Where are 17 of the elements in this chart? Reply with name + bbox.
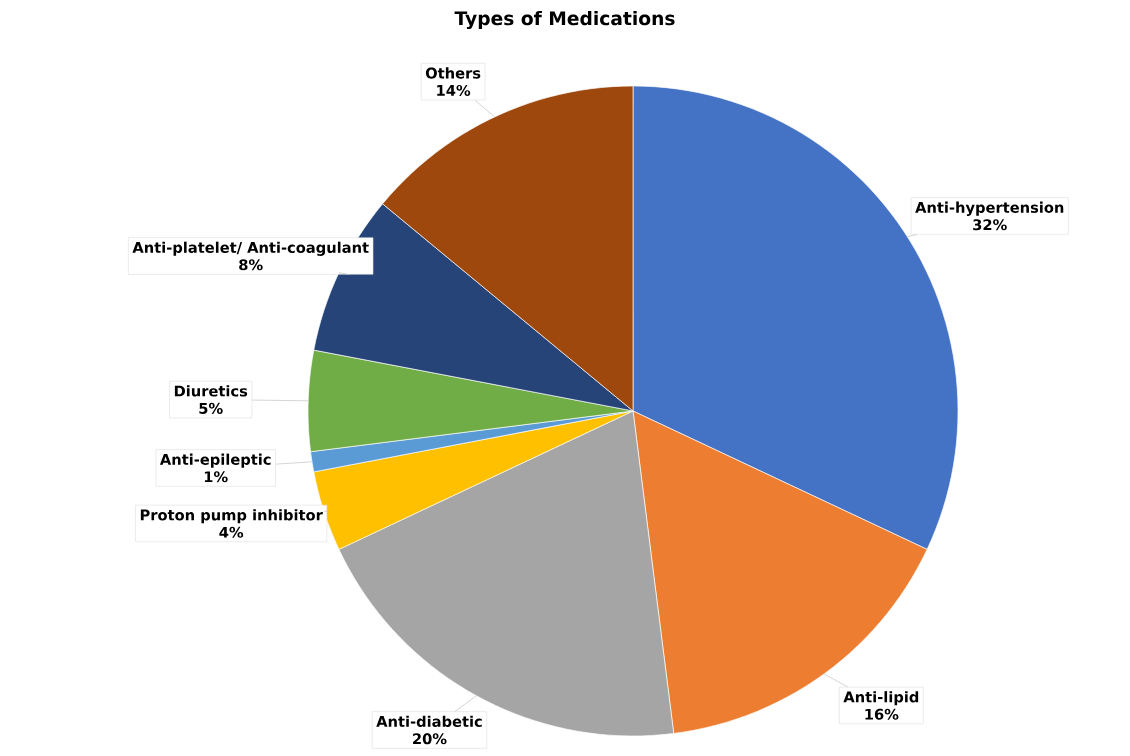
slice-label: Proton pump inhibitor: [140, 509, 323, 524]
slice-label: Anti-diabetic: [376, 715, 482, 727]
data-label: 14%: [437, 84, 471, 96]
data-label: 16%: [865, 708, 899, 720]
data-label: 5%: [199, 402, 223, 414]
data-label: 1%: [204, 471, 228, 483]
data-label: 8%: [239, 259, 263, 271]
data-label: 32%: [973, 219, 1007, 231]
data-label: 4%: [219, 526, 244, 538]
slice-label: Anti-lipid: [843, 691, 919, 706]
chart-title: Types of Medications: [454, 10, 675, 30]
slice-label: Anti-platelet/ Anti-coagulant: [132, 241, 369, 256]
slice-label: Anti-epileptic: [159, 453, 271, 468]
data-label: 20%: [413, 733, 447, 745]
slice-label: Anti-hypertension: [915, 201, 1064, 216]
slice-label: Others: [425, 67, 481, 79]
slice-label: Diuretics: [174, 385, 248, 397]
